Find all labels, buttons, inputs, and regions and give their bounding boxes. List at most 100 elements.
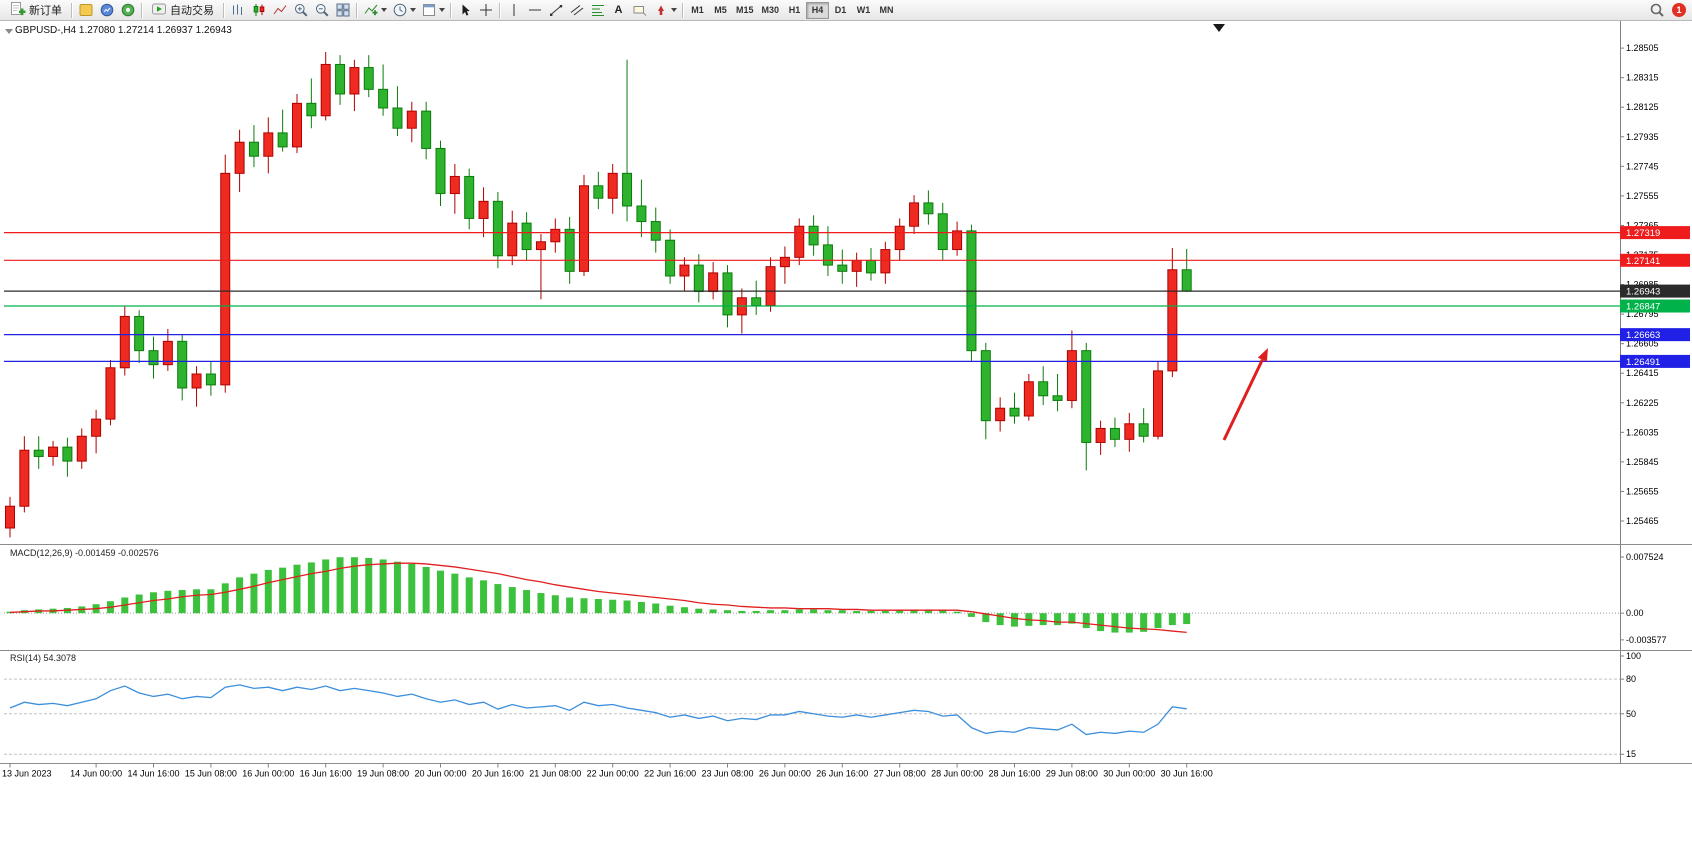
- periods-icon[interactable]: [389, 1, 410, 20]
- macd-histogram-bar: [1183, 613, 1191, 625]
- community-icon[interactable]: [117, 1, 138, 20]
- candle-body: [550, 228, 561, 243]
- timeframe-h1[interactable]: H1: [783, 2, 806, 19]
- trend-arrow-object[interactable]: [1222, 359, 1264, 441]
- macd-histogram-bar: [967, 613, 975, 617]
- macd-histogram-bar: [307, 562, 315, 614]
- metaeditor-icon[interactable]: [75, 1, 96, 20]
- price-line-label-bg: [1620, 328, 1690, 342]
- templates-dropdown-caret[interactable]: [439, 8, 445, 12]
- timeframe-m30[interactable]: M30: [758, 2, 784, 19]
- candle-body: [880, 249, 891, 274]
- arrows-tool-icon[interactable]: [650, 1, 671, 20]
- vertical-line-tool-icon[interactable]: [503, 1, 524, 20]
- candle-body: [765, 266, 776, 307]
- search-icon[interactable]: [1646, 1, 1667, 20]
- candle-body: [162, 340, 173, 366]
- candle-body: [564, 228, 575, 272]
- macd-histogram-bar: [996, 613, 1004, 626]
- line-chart-icon[interactable]: [269, 1, 290, 20]
- zoom-out-icon[interactable]: [311, 1, 332, 20]
- timeframe-h4[interactable]: H4: [806, 1, 830, 19]
- candle-body: [1066, 350, 1077, 401]
- candle-body: [521, 222, 532, 251]
- trendline-tool-icon[interactable]: [545, 1, 566, 20]
- candle-body: [406, 110, 417, 129]
- candle-body: [435, 147, 446, 195]
- candle-body: [378, 88, 389, 109]
- macd-histogram-bar: [178, 590, 186, 614]
- candle-body: [665, 239, 676, 277]
- candle-body: [205, 373, 216, 386]
- macd-histogram-bar: [781, 610, 789, 614]
- channel-tool-icon[interactable]: [566, 1, 587, 20]
- price-axis-tick-label: 1.27935: [1626, 132, 1659, 142]
- macd-axis-tick-label: 0.007524: [1626, 552, 1664, 562]
- candle-body: [923, 202, 934, 215]
- candlestick-chart-icon[interactable]: [248, 1, 269, 20]
- timeframe-w1[interactable]: W1: [852, 2, 875, 19]
- chart-shift-marker[interactable]: [1213, 24, 1225, 32]
- text-tool-icon[interactable]: A: [608, 1, 629, 20]
- price-line-label-bg: [1620, 284, 1690, 298]
- trend-arrow-head[interactable]: [1257, 348, 1268, 362]
- timeframe-d1[interactable]: D1: [829, 2, 852, 19]
- candle-body: [248, 141, 259, 157]
- tile-windows-icon[interactable]: [332, 1, 353, 20]
- indicators-dropdown-caret[interactable]: [381, 8, 387, 12]
- periods-dropdown-caret[interactable]: [410, 8, 416, 12]
- zoom-in-icon[interactable]: [290, 1, 311, 20]
- candle-body: [263, 132, 274, 157]
- macd-histogram-bar: [437, 570, 444, 614]
- crosshair-icon[interactable]: [475, 1, 496, 20]
- macd-histogram-bar: [924, 609, 932, 614]
- indicators-icon[interactable]: [360, 1, 381, 20]
- candle-body: [5, 505, 15, 529]
- candle-body: [478, 200, 489, 219]
- autotrading-button[interactable]: 自动交易: [145, 1, 220, 20]
- candle-body: [751, 297, 762, 307]
- notifications-badge[interactable]: 1: [1672, 3, 1686, 17]
- candle-body: [909, 202, 920, 227]
- timeframe-mn[interactable]: MN: [875, 2, 898, 19]
- candle-body: [449, 175, 460, 195]
- time-axis-label: 19 Jun 08:00: [357, 769, 409, 779]
- fibonacci-tool-icon[interactable]: [587, 1, 608, 20]
- new-order-button[interactable]: 新订单: [4, 1, 68, 20]
- timeframe-m15[interactable]: M15: [732, 2, 758, 19]
- candle-body: [794, 225, 805, 258]
- horizontal-line-tool-icon[interactable]: [524, 1, 545, 20]
- candle-body: [851, 259, 862, 272]
- macd-histogram-bar: [680, 607, 688, 614]
- macd-histogram-bar: [896, 610, 904, 614]
- macd-histogram-bar: [551, 595, 559, 614]
- macd-histogram-bar: [566, 597, 574, 614]
- price-axis-tick-label: 1.27555: [1626, 191, 1659, 201]
- arrows-dropdown-caret[interactable]: [671, 8, 677, 12]
- timeframe-m1[interactable]: M1: [686, 2, 709, 19]
- rsi-axis-tick-label: 100: [1626, 651, 1641, 661]
- candle-body: [191, 373, 202, 389]
- macd-histogram-bar: [824, 610, 832, 614]
- macd-histogram-bar: [1111, 613, 1119, 633]
- templates-icon[interactable]: [418, 1, 439, 20]
- candle-body: [937, 213, 948, 251]
- timeframe-m5[interactable]: M5: [709, 2, 732, 19]
- candle-body: [1138, 423, 1149, 437]
- market-watch-icon[interactable]: [96, 1, 117, 20]
- text-label-tool-icon[interactable]: [629, 1, 650, 20]
- candle-body: [464, 175, 475, 219]
- macd-histogram-bar: [695, 608, 703, 614]
- rsi-axis-tick-label: 80: [1626, 674, 1636, 684]
- macd-label: MACD(12,26,9) -0.001459 -0.002576: [10, 548, 159, 558]
- candle-body: [1009, 407, 1020, 417]
- macd-histogram-bar: [150, 592, 157, 614]
- candle-body: [650, 221, 661, 241]
- bar-chart-icon[interactable]: [227, 1, 248, 20]
- cursor-icon[interactable]: [454, 1, 475, 20]
- one-click-trading-toggle[interactable]: [5, 29, 13, 34]
- time-axis-label: 15 Jun 08:00: [185, 769, 237, 779]
- price-axis-tick-label: 1.28315: [1626, 73, 1659, 83]
- macd-histogram-bar: [494, 584, 502, 614]
